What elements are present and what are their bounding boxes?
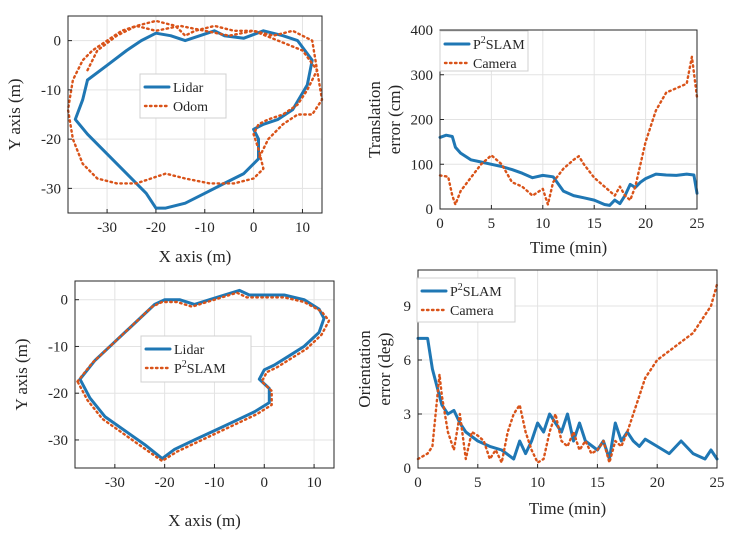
trajectory-odom-chart: -30 -20 -10 0 10 0 -10 -20 -30 X axis (m) Y axis (… bbox=[5, 15, 324, 266]
x-tick-label: 5 bbox=[488, 216, 496, 232]
x-axis-label: X axis (m) bbox=[159, 247, 232, 266]
series-line-p2slam bbox=[438, 133, 699, 207]
legend-label-part: SLAM bbox=[486, 38, 525, 53]
y-tick-label: 0 bbox=[426, 202, 434, 218]
legend-label-superscript: 2 bbox=[458, 282, 463, 293]
x-tick-label: 25 bbox=[710, 475, 725, 491]
x-tick-label: 0 bbox=[250, 220, 258, 236]
series-line-camera bbox=[416, 283, 719, 464]
y-axis-label-line: error (cm) bbox=[385, 85, 404, 154]
x-tick-label: 10 bbox=[530, 475, 545, 491]
legend-label: Camera bbox=[473, 57, 517, 72]
x-tick-label: 10 bbox=[307, 475, 322, 491]
legend: P2SLAM Camera bbox=[439, 30, 529, 72]
x-axis-label: Time (min) bbox=[530, 238, 607, 257]
x-tick-label: 25 bbox=[690, 216, 705, 232]
y-tick-label: 300 bbox=[411, 68, 434, 84]
x-tick-label: 20 bbox=[650, 475, 665, 491]
y-tick-label: 9 bbox=[404, 299, 412, 315]
legend-label: Lidar bbox=[174, 343, 205, 358]
y-tick-label: 3 bbox=[404, 407, 412, 423]
x-tick-label: 0 bbox=[414, 475, 422, 491]
y-tick-label: -30 bbox=[48, 433, 68, 449]
legend-label: Camera bbox=[450, 304, 494, 319]
y-tick-label: -30 bbox=[41, 181, 61, 197]
axes-box bbox=[67, 15, 323, 214]
trajectory-p2slam-chart: -30 -20 -10 0 10 0 -10 -20 -30 X axis (m) Y axis (… bbox=[12, 280, 335, 530]
series-line-lidar bbox=[73, 29, 314, 210]
x-tick-label: 15 bbox=[590, 475, 605, 491]
y-tick-label: -20 bbox=[41, 132, 61, 148]
x-tick-label: 0 bbox=[261, 475, 269, 491]
y-tick-label: 200 bbox=[411, 113, 434, 129]
x-tick-label: 10 bbox=[535, 216, 550, 232]
y-axis-label-line: error (deg) bbox=[375, 332, 394, 405]
y-axis-label: Orientationerror (deg) bbox=[355, 330, 394, 408]
series-line-camera bbox=[438, 55, 699, 206]
legend-label-part: P bbox=[450, 285, 458, 300]
x-tick-label: 10 bbox=[295, 220, 310, 236]
y-tick-label: -20 bbox=[48, 386, 68, 402]
legend: P2SLAM Camera bbox=[416, 277, 516, 323]
x-tick-label: -10 bbox=[204, 475, 224, 491]
axes-box bbox=[74, 280, 335, 469]
x-tick-label: -30 bbox=[97, 220, 117, 236]
x-tick-label: 0 bbox=[436, 216, 444, 232]
legend-label: Odom bbox=[173, 100, 208, 115]
series-line-odom bbox=[66, 19, 324, 185]
x-tick-label: -20 bbox=[146, 220, 166, 236]
x-tick-label: -20 bbox=[155, 475, 175, 491]
y-tick-label: 400 bbox=[411, 23, 434, 39]
x-axis-label: Time (min) bbox=[529, 499, 606, 518]
legend-label-part: P bbox=[473, 38, 481, 53]
legend-label: Lidar bbox=[173, 81, 204, 96]
translation-error-chart: 0 5 10 15 20 25 0 100 200 300 400 Time (min) Transla… bbox=[365, 23, 705, 257]
y-axis-label-line: Orientation bbox=[355, 330, 374, 408]
y-axis-label-line: Translation bbox=[365, 81, 384, 158]
legend-box bbox=[439, 30, 529, 72]
legend-label-part: P bbox=[174, 362, 182, 377]
x-tick-label: 5 bbox=[474, 475, 482, 491]
axes-box bbox=[417, 269, 718, 469]
legend-label: P2SLAM bbox=[174, 359, 226, 377]
y-tick-label: -10 bbox=[41, 83, 61, 99]
y-tick-label: 100 bbox=[411, 157, 434, 173]
y-axis-label: Translationerror (cm) bbox=[365, 81, 404, 158]
y-tick-label: 6 bbox=[404, 353, 412, 369]
y-axis-label: Y axis (m) bbox=[5, 78, 24, 150]
series-line-lidar bbox=[78, 288, 326, 461]
legend-box bbox=[139, 73, 227, 119]
x-tick-label: -10 bbox=[195, 220, 215, 236]
legend-label: P2SLAM bbox=[450, 282, 502, 300]
x-axis-label: X axis (m) bbox=[168, 511, 241, 530]
legend: Lidar Odom bbox=[139, 73, 227, 119]
legend-box bbox=[140, 335, 252, 383]
y-tick-label: 0 bbox=[404, 461, 412, 477]
y-axis-label: Y axis (m) bbox=[12, 338, 31, 410]
legend-label-part: SLAM bbox=[463, 285, 502, 300]
x-tick-label: 15 bbox=[587, 216, 602, 232]
x-tick-label: 20 bbox=[638, 216, 653, 232]
x-tick-label: -30 bbox=[105, 475, 125, 491]
y-tick-label: 0 bbox=[61, 293, 69, 309]
legend-label-superscript: 2 bbox=[481, 35, 486, 46]
y-tick-label: -10 bbox=[48, 339, 68, 355]
legend-box bbox=[416, 277, 516, 323]
legend-label-part: SLAM bbox=[187, 362, 226, 377]
legend-label: P2SLAM bbox=[473, 35, 525, 53]
series-line-p2slam bbox=[76, 291, 331, 463]
legend-label-superscript: 2 bbox=[182, 359, 187, 370]
y-tick-label: 0 bbox=[54, 34, 62, 50]
orientation-error-chart: 0 5 10 15 20 25 0 3 6 9 Time (min) Orientationerror… bbox=[355, 269, 725, 518]
